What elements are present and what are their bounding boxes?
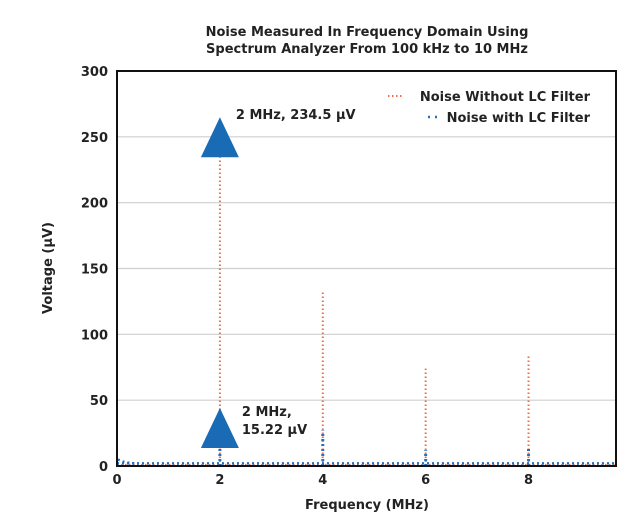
plot-frame	[116, 70, 617, 467]
x-tick-label: 8	[524, 473, 533, 488]
y-tick-label: 100	[81, 328, 108, 343]
y-tick-label: 250	[81, 131, 108, 146]
y-tick-label: 0	[99, 460, 108, 475]
legend-label-without-lc: Noise Without LC Filter	[420, 90, 591, 105]
y-tick-label: 50	[90, 394, 108, 409]
legend-label-with-lc: Noise with LC Filter	[447, 111, 591, 126]
x-tick-label: 2	[215, 473, 224, 488]
chart-subtitle: Spectrum Analyzer From 100 kHz to 10 MHz	[206, 42, 528, 57]
x-tick-label: 6	[421, 473, 430, 488]
spike	[117, 458, 138, 465]
annotation-label: 2 MHz, 234.5 µV	[236, 108, 356, 123]
chart-title: Noise Measured In Frequency Domain Using	[206, 25, 529, 40]
y-tick-label: 200	[81, 197, 108, 212]
y-tick-label: 300	[81, 65, 108, 80]
annotation-label: 15.22 µV	[242, 423, 307, 438]
marker-triangle	[200, 117, 239, 158]
marker-triangle	[200, 407, 239, 448]
y-axis-label: Voltage (µV)	[41, 222, 56, 314]
legend: Noise Without LC Filter Noise with LC Fi…	[388, 90, 591, 126]
y-tick-label: 150	[81, 263, 108, 278]
x-tick-label: 4	[318, 473, 327, 488]
x-tick-label: 0	[112, 473, 121, 488]
x-axis-label: Frequency (MHz)	[305, 498, 429, 513]
annotation-label: 2 MHz,	[242, 405, 292, 420]
